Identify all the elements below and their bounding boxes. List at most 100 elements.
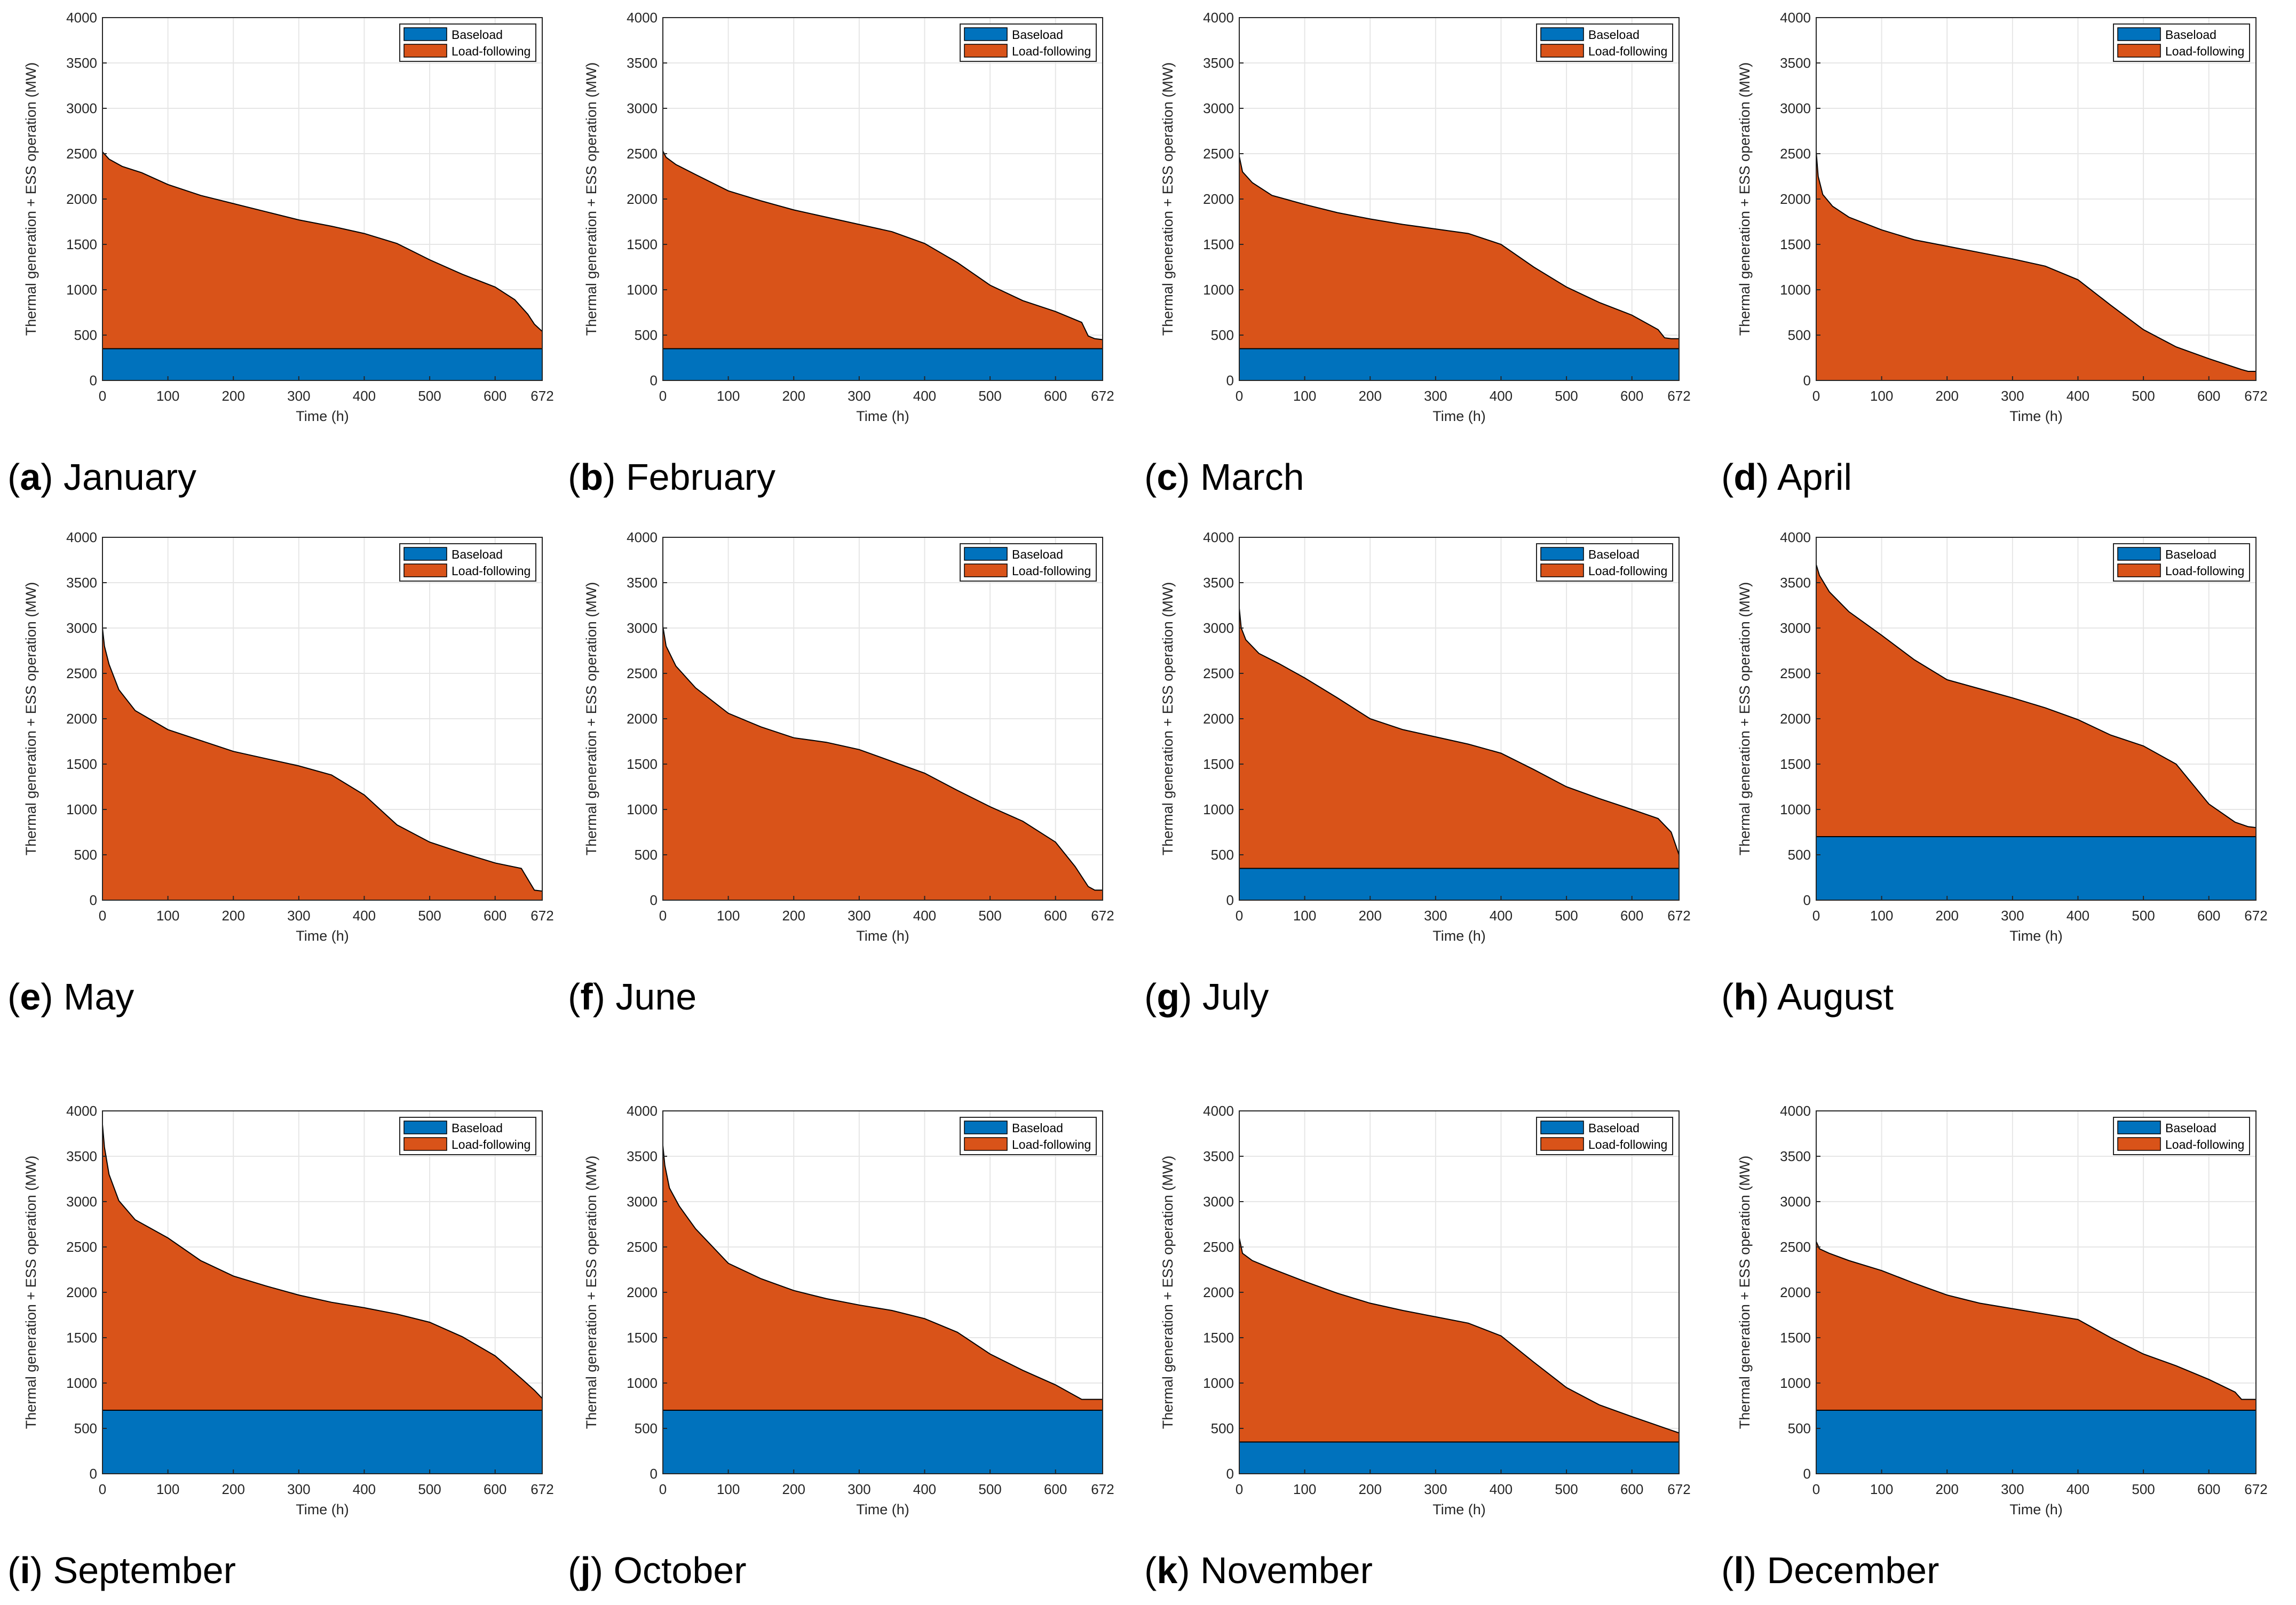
x-tick-label: 400 — [1490, 388, 1513, 404]
x-tick-label: 0 — [1812, 388, 1820, 404]
legend: Baseload Load-following — [960, 543, 1097, 582]
x-tick-label: 500 — [978, 1481, 1001, 1497]
chart-a: 0 100 200 300 400 500 600 672 0 500 1000 1500 2000 25… — [7, 10, 554, 498]
y-tick-label: 3000 — [66, 100, 97, 116]
subfigure-caption: (d) April — [1721, 456, 1852, 498]
legend-label-load-following: Load-following — [452, 44, 531, 58]
y-tick-label: 2000 — [627, 711, 658, 727]
y-tick-label: 2000 — [66, 1284, 97, 1300]
legend-label-baseload: Baseload — [1588, 547, 1640, 561]
x-tick-label: 600 — [1044, 908, 1067, 924]
legend-label-baseload: Baseload — [2165, 1121, 2216, 1135]
y-tick-label: 0 — [1803, 1466, 1811, 1482]
x-tick-label: 300 — [287, 1481, 310, 1497]
y-tick-label: 2000 — [1780, 711, 1811, 727]
y-tick-label: 1500 — [627, 236, 658, 252]
load-following-area — [662, 150, 1103, 349]
y-tick-label: 500 — [635, 847, 658, 863]
x-tick-label: 200 — [782, 1481, 805, 1497]
y-tick-label: 3000 — [627, 1194, 658, 1210]
caption-month: April — [1777, 456, 1852, 498]
x-tick-label: 672 — [1091, 388, 1114, 404]
legend: Baseload Load-following — [399, 23, 536, 62]
x-tick-label: 300 — [2001, 388, 2024, 404]
legend: Baseload Load-following — [1536, 543, 1673, 582]
y-tick-label: 1000 — [66, 282, 97, 298]
y-tick-label: 1000 — [1780, 1375, 1811, 1391]
x-tick-label: 500 — [2132, 388, 2155, 404]
y-tick-label: 500 — [635, 1420, 658, 1436]
subfigure-caption: (e) May — [7, 976, 134, 1018]
x-tick-label: 0 — [1812, 908, 1820, 924]
y-tick-label: 1500 — [1203, 236, 1234, 252]
y-tick-label: 2000 — [627, 191, 658, 207]
caption-letter: i — [20, 1550, 30, 1591]
caption-open: ( — [1721, 976, 1733, 1018]
x-tick-label: 672 — [1667, 1481, 1690, 1497]
y-tick-label: 4000 — [1780, 529, 1811, 545]
caption-letter: c — [1157, 456, 1177, 498]
x-tick-label: 500 — [978, 908, 1001, 924]
x-tick-label: 300 — [287, 908, 310, 924]
legend: Baseload Load-following — [2113, 1117, 2250, 1155]
y-tick-label: 0 — [1226, 372, 1234, 388]
caption-close: ) — [1177, 1550, 1200, 1591]
y-tick-label: 4000 — [66, 529, 97, 545]
caption-letter: k — [1157, 1550, 1177, 1591]
y-tick-label: 4000 — [627, 10, 658, 26]
y-tick-label: 3500 — [1780, 575, 1811, 591]
x-tick-label: 672 — [2244, 1481, 2267, 1497]
x-tick-label: 0 — [659, 908, 667, 924]
x-tick-label: 600 — [2197, 1481, 2220, 1497]
caption-close: ) — [603, 456, 626, 498]
chart-h: 0 100 200 300 400 500 600 672 0 500 1000 1500 2000 25… — [1721, 529, 2268, 1018]
y-tick-label: 3500 — [1203, 1148, 1234, 1164]
legend-swatch-baseload — [403, 27, 447, 41]
legend-label-load-following: Load-following — [1588, 564, 1667, 578]
caption-letter: h — [1733, 976, 1756, 1018]
y-tick-label: 500 — [1211, 327, 1234, 343]
y-tick-label: 1500 — [627, 756, 658, 772]
y-axis-label: Thermal generation + ESS operation (MW) — [23, 582, 39, 855]
y-tick-label: 0 — [90, 892, 97, 908]
caption-letter: j — [579, 1550, 590, 1591]
load-following-area — [1239, 156, 1680, 349]
caption-open: ( — [7, 456, 20, 498]
load-following-area — [662, 626, 1103, 901]
caption-open: ( — [7, 976, 20, 1018]
x-tick-label: 0 — [99, 388, 106, 404]
y-tick-label: 4000 — [1780, 1103, 1811, 1119]
y-tick-label: 0 — [1226, 1466, 1234, 1482]
y-tick-label: 500 — [1788, 327, 1811, 343]
y-tick-label: 3000 — [66, 1194, 97, 1210]
x-tick-label: 300 — [287, 388, 310, 404]
y-tick-label: 2000 — [1203, 191, 1234, 207]
x-tick-label: 500 — [1555, 908, 1578, 924]
x-tick-label: 200 — [1359, 388, 1382, 404]
subfigure-caption: (a) January — [7, 456, 196, 498]
chart-d: 0 100 200 300 400 500 600 672 0 500 1000 1500 2000 25… — [1721, 10, 2268, 498]
subfigure-caption: (c) March — [1144, 456, 1304, 498]
x-tick-label: 200 — [782, 908, 805, 924]
caption-letter: d — [1733, 456, 1756, 498]
legend-label-baseload: Baseload — [1588, 1121, 1640, 1135]
x-tick-label: 500 — [418, 1481, 441, 1497]
caption-open: ( — [1721, 456, 1733, 498]
x-tick-label: 0 — [99, 908, 106, 924]
y-tick-label: 0 — [1226, 892, 1234, 908]
baseload-area — [662, 348, 1103, 381]
chart-f: 0 100 200 300 400 500 600 672 0 500 1000 1500 2000 25… — [568, 529, 1114, 1018]
caption-letter: e — [20, 976, 41, 1018]
y-tick-label: 3500 — [66, 575, 97, 591]
y-tick-label: 1000 — [1780, 801, 1811, 817]
x-tick-label: 100 — [717, 388, 740, 404]
x-tick-label: 100 — [156, 908, 179, 924]
x-tick-label: 400 — [2067, 388, 2089, 404]
y-tick-label: 1500 — [66, 236, 97, 252]
y-axis-label: Thermal generation + ESS operation (MW) — [1737, 1156, 1753, 1429]
y-tick-label: 1000 — [1780, 282, 1811, 298]
y-tick-label: 1000 — [1203, 1375, 1234, 1391]
load-following-area — [102, 627, 543, 901]
legend-swatch-load-following — [1540, 1137, 1584, 1151]
